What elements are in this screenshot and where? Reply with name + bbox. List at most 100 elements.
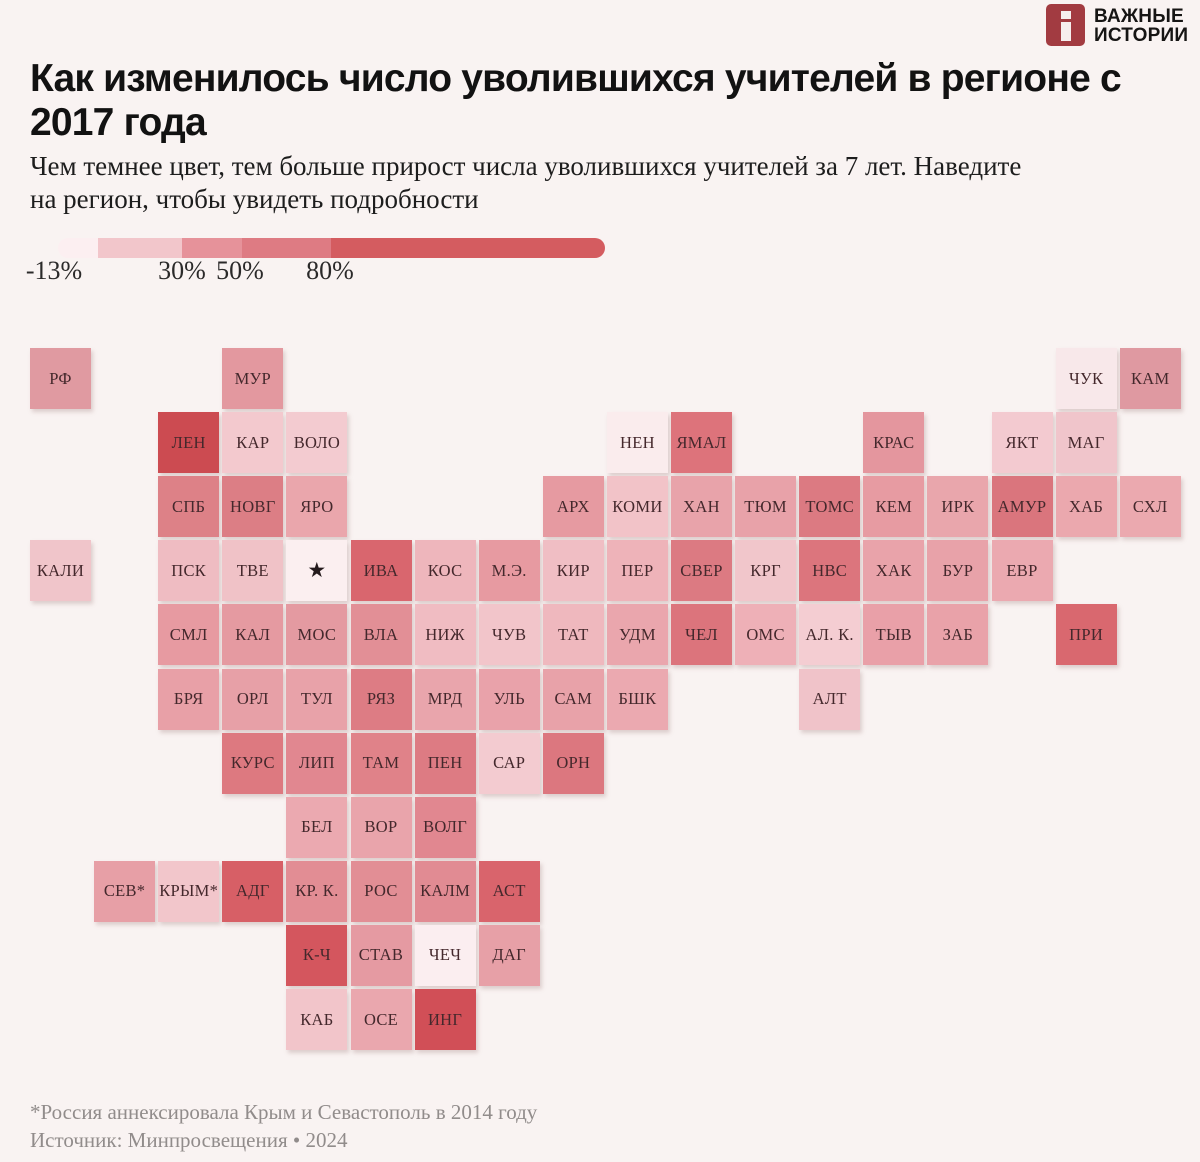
region-tile[interactable]: КОМИ [606,476,668,538]
region-tile[interactable]: ТАМ [350,732,412,794]
region-label: НОВГ [230,496,276,516]
region-tile[interactable]: ХАБ [1055,476,1117,538]
region-tile[interactable]: ОСЕ [350,989,412,1050]
region-tile[interactable]: ТЫВ [863,604,925,666]
region-tile[interactable]: ЯКТ [991,412,1053,474]
region-tile[interactable]: ТОМС [799,476,861,538]
region-tile[interactable]: ЧЕЛ [671,604,732,666]
region-tile[interactable]: СВЕР [671,540,732,602]
region-tile[interactable]: ЧЕЧ [414,924,476,986]
region-tile[interactable]: МОС [286,604,348,666]
region-tile[interactable]: НОВГ [222,476,284,538]
region-tile[interactable]: МУР [222,348,284,409]
region-tile[interactable]: ОРЛ [222,668,284,730]
region-tile[interactable]: КАЛМ [414,860,476,922]
region-tile[interactable]: НИЖ [414,604,476,666]
region-label: КАБ [300,1009,334,1029]
region-label: НЕН [619,432,655,452]
region-tile[interactable]: КР. К. [286,860,348,922]
region-tile[interactable]: ВЛА [350,604,412,666]
region-tile[interactable]: СМЛ [158,604,220,666]
region-tile[interactable]: АДГ [222,860,284,922]
region-label: ИРК [941,496,975,516]
region-tile[interactable]: ЧУВ [478,604,540,666]
region-tile[interactable]: АСТ [478,860,540,922]
region-tile[interactable]: ЯРО [286,476,348,538]
region-tile[interactable]: СЕВ* [94,860,156,922]
region-tile[interactable]: ОМС [735,604,797,666]
region-tile[interactable]: МРД [414,668,476,730]
region-tile[interactable]: ЗАБ [927,604,989,666]
region-label: ТАТ [557,624,589,644]
region-label: ЧЕЛ [685,624,718,644]
legend-labels: -13% 30% 50% 80% [0,256,1200,286]
region-tile[interactable]: ВОР [350,796,412,858]
region-tile[interactable]: ХАН [671,476,732,538]
region-tile[interactable]: КАЛИ [30,540,91,602]
legend-segment [98,238,182,258]
page-title-line1: Как изменилось число уволившихся учителе… [30,57,1122,100]
region-tile[interactable]: ТВЕ [222,540,284,602]
region-tile[interactable]: МАГ [1055,412,1117,474]
region-tile[interactable]: КРАС [863,412,925,474]
region-tile[interactable]: ИРК [927,476,989,538]
region-tile[interactable]: АМУР [991,476,1053,538]
region-tile[interactable]: КАМ [1119,348,1181,409]
region-tile[interactable]: САР [478,732,540,794]
region-tile[interactable]: ПЕР [606,540,668,602]
region-tile[interactable]: АЛ. К. [799,604,861,666]
region-tile[interactable]: ЯМАЛ [671,412,732,474]
region-tile[interactable]: ВОЛО [286,412,348,474]
region-tile[interactable]: СПБ [158,476,220,538]
region-tile[interactable]: АЛТ [799,668,861,730]
region-tile[interactable]: ХАК [863,540,925,602]
region-tile[interactable]: ЛЕН [158,412,220,474]
region-tile[interactable]: УЛЬ [478,668,540,730]
region-tile[interactable]: ЛИП [286,732,348,794]
region-tile[interactable]: РОС [350,860,412,922]
region-tile[interactable]: РЯЗ [350,668,412,730]
region-tile[interactable]: БРЯ [158,668,220,730]
region-tile[interactable]: ТУЛ [286,668,348,730]
region-tile[interactable]: М.Э. [478,540,540,602]
region-tile[interactable]: СТАВ [350,924,412,986]
region-tile[interactable]: НЕН [606,412,668,474]
region-tile[interactable]: КУРС [222,732,284,794]
region-tile[interactable]: ★ [286,540,348,602]
region-tile[interactable]: АРХ [542,476,604,538]
region-tile[interactable]: КОС [414,540,476,602]
region-tile[interactable]: СХЛ [1119,476,1181,538]
region-tile[interactable]: БЕЛ [286,796,348,858]
region-tile[interactable]: КАЛ [222,604,284,666]
region-tile[interactable]: ИНГ [414,989,476,1050]
region-tile[interactable]: ТЮМ [735,476,797,538]
region-tile[interactable]: К-Ч [286,924,348,986]
region-label: ЗАБ [942,624,974,644]
region-tile[interactable]: ПЕН [414,732,476,794]
region-tile[interactable]: ПСК [158,540,220,602]
region-tile[interactable]: УДМ [606,604,668,666]
legend-tick-label: 50% [216,256,264,285]
region-tile[interactable]: БУР [927,540,989,602]
region-tile[interactable]: ДАГ [478,924,540,986]
region-tile[interactable]: САМ [542,668,604,730]
region-tile[interactable]: ВОЛГ [414,796,476,858]
region-tile[interactable]: ТАТ [542,604,604,666]
region-tile[interactable]: НВС [799,540,861,602]
region-tile[interactable]: КРГ [735,540,797,602]
legend-segment [182,238,242,258]
region-tile[interactable]: ПРИ [1055,604,1117,666]
region-tile[interactable]: КАБ [286,989,348,1050]
region-tile[interactable]: КИР [542,540,604,602]
region-tile[interactable]: РФ [30,348,91,409]
region-label: КРГ [750,560,781,580]
region-tile[interactable]: КРЫМ* [158,860,220,922]
region-tile[interactable]: ЕВР [991,540,1053,602]
region-tile[interactable]: БШК [606,668,668,730]
region-tile[interactable]: ОРН [542,732,604,794]
region-tile[interactable]: ЧУК [1055,348,1117,409]
region-tile[interactable]: КЕМ [863,476,925,538]
region-label: АЛТ [812,689,847,708]
region-tile[interactable]: ИВА [350,540,412,602]
region-tile[interactable]: КАР [222,412,284,474]
